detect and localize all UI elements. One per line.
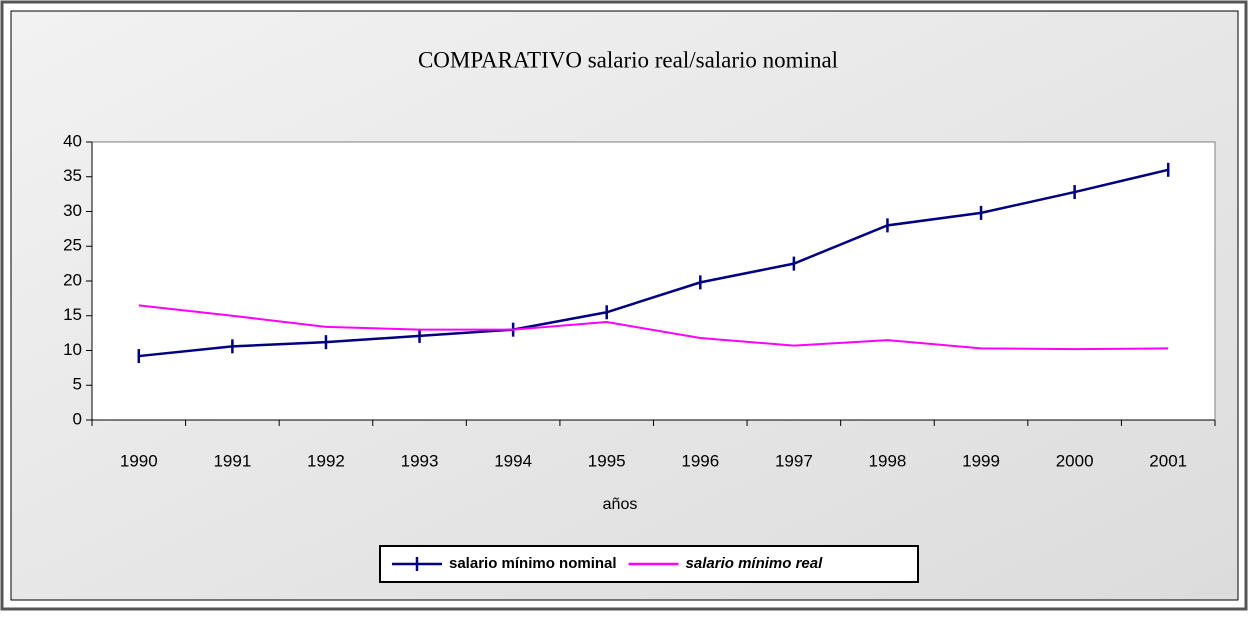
chart-title: COMPARATIVO salario real/salario nominal (418, 47, 838, 72)
x-axis-label: años (603, 496, 638, 513)
series-line (138, 168, 1169, 358)
x-tick-label: 1996 (681, 451, 719, 470)
y-tick-label: 35 (63, 166, 82, 185)
x-tick-label: 2000 (1056, 451, 1094, 470)
y-tick-label: 5 (73, 375, 82, 394)
y-tick-label: 0 (73, 409, 82, 428)
x-tick-label: 1992 (307, 451, 345, 470)
series-line (138, 304, 1169, 351)
y-tick-label: 15 (63, 305, 82, 324)
x-tick-label: 2001 (1149, 451, 1187, 470)
y-tick-label: 20 (63, 270, 82, 289)
y-tick-label: 25 (63, 236, 82, 255)
x-tick-label: 1993 (401, 451, 439, 470)
x-tick-label: 1995 (588, 451, 626, 470)
y-tick-label: 30 (63, 201, 82, 220)
x-tick-label: 1997 (775, 451, 813, 470)
plot-area (91, 141, 1216, 421)
x-tick-label: 1998 (869, 451, 907, 470)
x-tick-label: 1999 (962, 451, 1000, 470)
y-tick-label: 40 (63, 131, 82, 150)
y-tick-label: 10 (63, 340, 82, 359)
legend-label: salario mínimo real (686, 555, 824, 572)
legend-label: salario mínimo nominal (449, 555, 617, 572)
x-tick-label: 1990 (120, 451, 158, 470)
x-tick-label: 1991 (213, 451, 251, 470)
x-tick-label: 1994 (494, 451, 532, 470)
